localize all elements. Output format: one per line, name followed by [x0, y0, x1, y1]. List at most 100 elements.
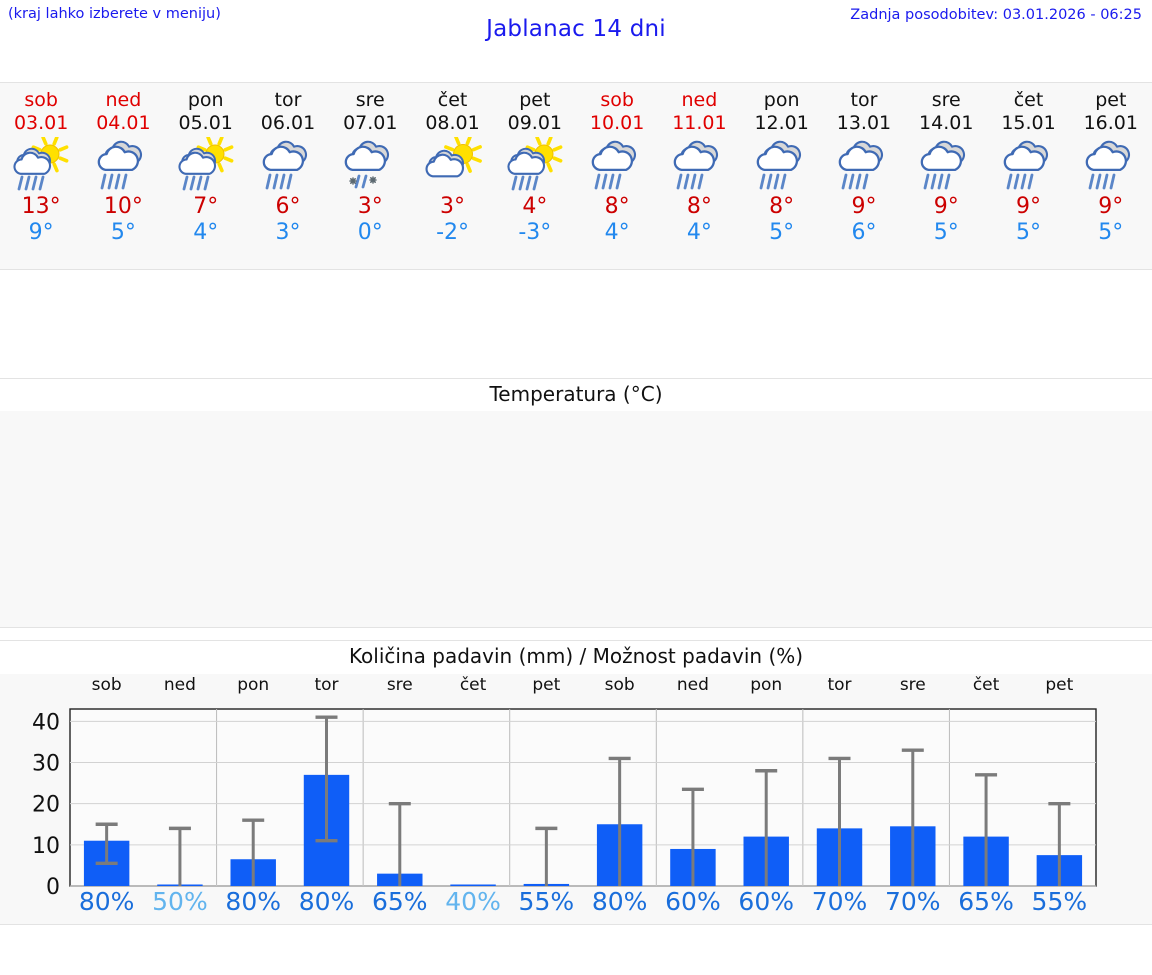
- min-temperature-value: 5°: [769, 220, 795, 245]
- cloud-sleet-icon: [344, 140, 390, 189]
- day-date-label: 16.01: [1083, 112, 1138, 134]
- day-date-label: 10.01: [589, 112, 645, 134]
- day-column[interactable]: sob 10.01 8° 4°: [576, 83, 658, 269]
- precipitation-probability-label: 60%: [665, 887, 721, 916]
- precipitation-probability-label: 40%: [445, 887, 501, 916]
- day-date-label: 06.01: [260, 112, 316, 134]
- page-title: Jablanac 14 dni: [486, 16, 666, 42]
- precipitation-probability-row: 80% 50% 80% 80% 65% 40% 55% 80% 60% 60% 70% 70% 65% 5…: [0, 887, 1152, 923]
- precipitation-probability-label: 70%: [811, 887, 868, 916]
- day-of-week-label: tor: [850, 89, 878, 111]
- day-column[interactable]: ned 04.01 10° 5°: [82, 83, 164, 269]
- precipitation-probability-label: 55%: [518, 887, 575, 916]
- max-temperature-value: 9°: [851, 194, 877, 219]
- day-of-week-label: pet: [519, 89, 551, 111]
- day-of-week-label: čet: [437, 89, 468, 111]
- sun-cloud-icon: [425, 137, 482, 178]
- prec-plot-area: [69, 708, 1097, 887]
- precipitation-probability-label: 65%: [371, 887, 428, 916]
- min-temperature-value: 9°: [28, 220, 54, 245]
- page-header: (kraj lahko izberete v meniju) Jablanac …: [0, 0, 1152, 78]
- day-of-week-label: čet: [1013, 89, 1044, 111]
- prec-ytick-label: 40: [32, 710, 60, 735]
- min-temperature-value: 4°: [604, 220, 630, 245]
- min-temperature-value: 4°: [193, 220, 219, 245]
- sun-cloud-rain-icon: [13, 137, 69, 191]
- day-column[interactable]: tor 13.01 9° 6°: [823, 83, 905, 269]
- day-column[interactable]: čet 15.01 9° 5°: [987, 83, 1069, 269]
- max-temperature-value: 8°: [769, 194, 795, 219]
- sun-cloud-rain-icon: [178, 137, 234, 191]
- cloud-rain-icon: [1085, 140, 1130, 190]
- day-column[interactable]: čet 08.01 3° -2°: [411, 83, 493, 269]
- precipitation-probability-label: 80%: [298, 887, 355, 916]
- cloud-rain-icon: [756, 140, 801, 190]
- day-date-label: 11.01: [672, 112, 727, 134]
- cloud-rain-icon: [1003, 140, 1048, 190]
- day-of-week-label: sob: [600, 89, 634, 111]
- min-temperature-value: 5°: [1016, 220, 1042, 245]
- day-date-label: 13.01: [836, 112, 892, 134]
- max-temperature-value: 9°: [933, 194, 959, 219]
- day-date-label: 14.01: [919, 112, 974, 134]
- temperature-chart: 010: [0, 379, 1152, 629]
- day-column[interactable]: tor 06.01 6° 3°: [247, 83, 329, 269]
- min-temperature-value: 4°: [686, 220, 712, 245]
- precipitation-bar: [450, 884, 496, 886]
- precipitation-probability-label: 70%: [884, 887, 941, 916]
- day-column[interactable]: pon 12.01 8° 5°: [741, 83, 823, 269]
- menu-hint-text: (kraj lahko izberete v meniju): [8, 6, 221, 22]
- prec-ytick-label: 30: [32, 752, 60, 777]
- day-of-week-label: ned: [105, 89, 142, 111]
- day-column[interactable]: ned 11.01 8° 4°: [658, 83, 740, 269]
- day-column[interactable]: sre 14.01 9° 5°: [905, 83, 987, 269]
- max-temperature-value: 10°: [103, 194, 143, 219]
- day-of-week-label: tor: [274, 89, 302, 111]
- precipitation-chart-title: Količina padavin (mm) / Možnost padavin …: [0, 641, 1152, 674]
- day-date-label: 15.01: [1001, 112, 1056, 134]
- min-temperature-value: 5°: [110, 220, 136, 245]
- precipitation-probability-label: 50%: [152, 887, 208, 916]
- day-of-week-label: sre: [355, 89, 385, 111]
- cloud-rain-icon: [262, 140, 307, 190]
- max-temperature-value: 3°: [357, 194, 383, 219]
- precipitation-probability-label: 65%: [958, 887, 1014, 916]
- day-column[interactable]: sre 07.01 3° 0°: [329, 83, 411, 269]
- day-date-label: 08.01: [425, 112, 480, 134]
- cloud-rain-icon: [591, 140, 637, 190]
- day-of-week-label: ned: [681, 89, 718, 111]
- last-updated-text: Zadnja posodobitev: 03.01.2026 - 06:25: [850, 7, 1142, 23]
- prec-ytick-label: 10: [32, 834, 60, 859]
- min-temperature-value: 5°: [1098, 220, 1124, 245]
- day-column[interactable]: pon 05.01 7° 4°: [165, 83, 247, 269]
- day-of-week-label: pon: [763, 89, 800, 111]
- day-date-label: 09.01: [507, 112, 563, 134]
- cloud-rain-icon: [98, 140, 143, 190]
- precipitation-chart: 0 10 20 30 40: [32, 708, 1097, 900]
- precipitation-probability-label: 55%: [1031, 887, 1088, 916]
- precipitation-probability-label: 80%: [225, 887, 281, 916]
- min-temperature-value: 5°: [933, 220, 959, 245]
- temperature-chart-title: Temperatura (°C): [0, 379, 1152, 411]
- precipitation-probability-label: 80%: [591, 887, 648, 916]
- day-of-week-label: pon: [187, 89, 224, 111]
- prec-ytick-label: 20: [32, 793, 60, 818]
- temperature-chart-panel: Temperatura (°C) 010 © vreme.us & vreme.…: [0, 378, 1152, 865]
- max-temperature-value: 13°: [21, 194, 61, 219]
- precipitation-probability-label: 80%: [78, 887, 135, 916]
- min-temperature-value: 0°: [357, 220, 383, 245]
- day-column[interactable]: pet 16.01 9° 5°: [1070, 83, 1152, 269]
- day-column[interactable]: pet 09.01 4° -3°: [494, 83, 576, 269]
- max-temperature-value: 4°: [522, 194, 548, 219]
- max-temperature-value: 8°: [604, 194, 630, 219]
- max-temperature-value: 3°: [440, 194, 466, 219]
- day-column[interactable]: sob 03.01 13° 9°: [0, 83, 82, 269]
- day-of-week-label: sob: [24, 89, 58, 111]
- max-temperature-value: 8°: [686, 194, 712, 219]
- max-temperature-value: 7°: [193, 194, 219, 219]
- cloud-rain-icon: [920, 140, 966, 190]
- min-temperature-value: 6°: [851, 220, 877, 245]
- daily-forecast-strip: sob 03.01 13° 9° ned 04.01 10° 5° pon 05.01 7° 4…: [0, 82, 1152, 270]
- cloud-rain-icon: [838, 140, 883, 190]
